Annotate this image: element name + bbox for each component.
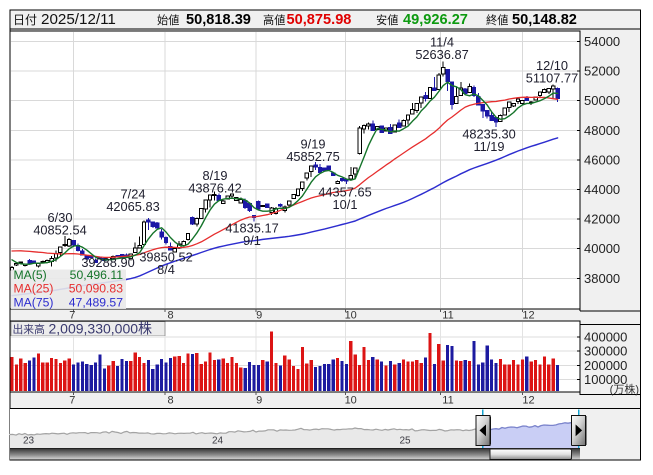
svg-text:51107.77: 51107.77 [526, 70, 578, 85]
svg-text:11/4: 11/4 [430, 35, 454, 50]
svg-text:安値: 安値 [376, 13, 398, 27]
svg-text:7/24: 7/24 [121, 187, 146, 202]
svg-text:44000: 44000 [584, 182, 620, 197]
svg-text:50000: 50000 [584, 93, 620, 108]
svg-text:39288.90: 39288.90 [81, 255, 134, 270]
svg-text:39850.52: 39850.52 [139, 250, 192, 265]
svg-text:9: 9 [256, 395, 262, 407]
svg-text:300000: 300000 [584, 344, 627, 359]
svg-text:100000: 100000 [584, 372, 627, 387]
svg-text:42000: 42000 [584, 212, 620, 227]
svg-text:高値: 高値 [263, 13, 285, 27]
svg-text:23: 23 [23, 435, 35, 446]
svg-text:終値: 終値 [486, 13, 508, 27]
svg-text:11: 11 [442, 395, 453, 407]
svg-text:MA(25): MA(25) [14, 282, 54, 296]
svg-text:48000: 48000 [584, 123, 620, 138]
svg-text:11/19: 11/19 [473, 139, 504, 154]
svg-text:出来高: 出来高 [13, 322, 46, 336]
svg-text:8: 8 [167, 395, 173, 407]
svg-text:8/4: 8/4 [157, 262, 175, 277]
svg-text:9/1: 9/1 [243, 233, 261, 248]
svg-text:日付: 日付 [13, 13, 37, 27]
svg-text:45852.75: 45852.75 [286, 149, 339, 164]
svg-text:50,496.11: 50,496.11 [70, 268, 124, 282]
svg-text:50,818.39: 50,818.39 [186, 12, 251, 28]
svg-text:40852.54: 40852.54 [33, 223, 86, 238]
svg-text:38000: 38000 [584, 271, 620, 286]
svg-text:7: 7 [69, 395, 75, 407]
svg-text:52636.87: 52636.87 [415, 47, 468, 62]
svg-text:7: 7 [69, 310, 75, 322]
svg-text:48235.30: 48235.30 [462, 127, 515, 142]
svg-text:9/19: 9/19 [301, 137, 326, 152]
svg-text:10/1: 10/1 [333, 197, 358, 212]
svg-text:9: 9 [256, 310, 262, 322]
svg-text:12: 12 [522, 310, 534, 322]
svg-text:50,875.98: 50,875.98 [287, 12, 352, 28]
svg-text:(万株): (万株) [610, 382, 639, 396]
svg-text:始値: 始値 [157, 13, 179, 27]
svg-text:2,009,330,000株: 2,009,330,000株 [49, 321, 153, 337]
svg-text:47,489.57: 47,489.57 [69, 295, 123, 309]
svg-text:12/10: 12/10 [536, 58, 568, 73]
svg-text:8/19: 8/19 [203, 168, 228, 183]
svg-text:2025/12/11: 2025/12/11 [41, 11, 116, 28]
svg-text:52000: 52000 [584, 64, 620, 79]
svg-text:41835.17: 41835.17 [225, 221, 278, 236]
svg-text:8: 8 [167, 310, 173, 322]
svg-text:6/30: 6/30 [48, 210, 73, 225]
svg-text:43876.42: 43876.42 [188, 181, 241, 196]
svg-text:24: 24 [212, 435, 224, 446]
svg-text:49,926.27: 49,926.27 [403, 12, 468, 28]
svg-text:12: 12 [522, 395, 534, 407]
svg-text:54000: 54000 [584, 34, 620, 49]
svg-text:42065.83: 42065.83 [106, 199, 159, 214]
svg-text:46000: 46000 [584, 152, 620, 167]
svg-text:25: 25 [399, 435, 411, 446]
svg-text:50,148.82: 50,148.82 [512, 12, 577, 28]
svg-text:MA(5): MA(5) [14, 268, 47, 282]
svg-text:40000: 40000 [584, 241, 620, 256]
svg-text:10: 10 [345, 395, 357, 407]
svg-text:MA(75): MA(75) [14, 295, 54, 309]
svg-text:200000: 200000 [584, 358, 627, 373]
svg-text:11: 11 [442, 310, 453, 322]
svg-text:400000: 400000 [584, 330, 627, 345]
svg-text:50,090.83: 50,090.83 [69, 282, 123, 296]
svg-text:44357.65: 44357.65 [318, 185, 371, 200]
svg-text:10: 10 [345, 310, 357, 322]
